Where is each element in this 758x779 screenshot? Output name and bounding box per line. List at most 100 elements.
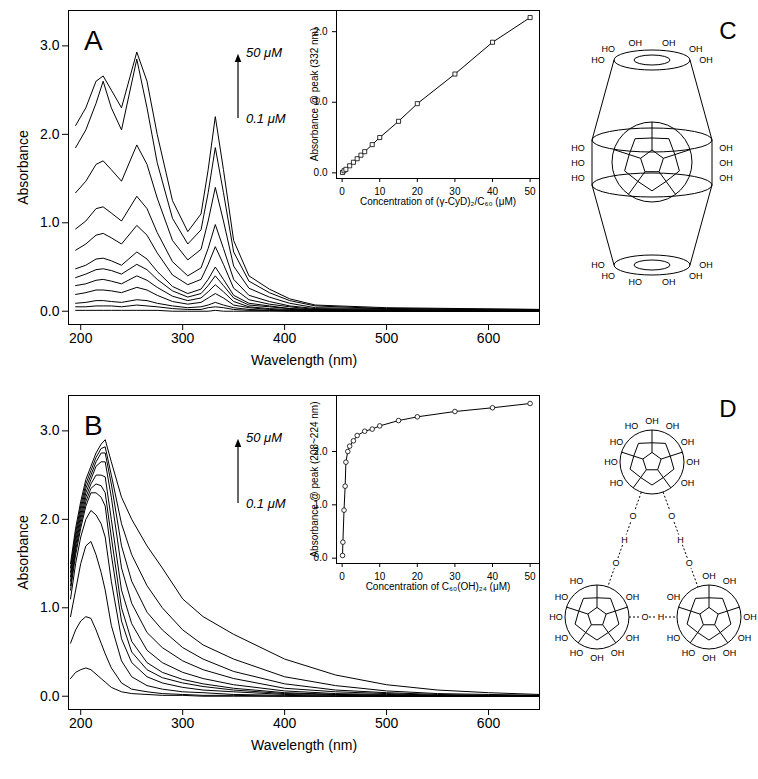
- svg-text:OH: OH: [626, 633, 640, 643]
- svg-text:200: 200: [69, 715, 93, 731]
- svg-text:Absorbance @ peak (208~224 nm): Absorbance @ peak (208~224 nm): [309, 401, 320, 557]
- svg-text:50: 50: [525, 186, 537, 197]
- svg-text:600: 600: [477, 715, 501, 731]
- svg-text:0.0: 0.0: [314, 167, 328, 178]
- svg-text:HO: HO: [549, 612, 563, 622]
- svg-text:OH: OH: [666, 421, 680, 431]
- svg-text:OH: OH: [723, 576, 737, 586]
- svg-text:30: 30: [449, 185, 461, 197]
- svg-text:D: D: [719, 395, 736, 422]
- svg-text:OH: OH: [719, 143, 733, 153]
- svg-text:50: 50: [525, 571, 537, 582]
- svg-text:C: C: [719, 17, 736, 44]
- svg-text:OH: OH: [723, 648, 737, 658]
- svg-text:HO: HO: [604, 457, 618, 467]
- svg-text:HO: HO: [629, 277, 643, 287]
- svg-text:HO: HO: [610, 437, 624, 447]
- svg-text:Concentration of C₆₀(OH)₂₄ (μM: Concentration of C₆₀(OH)₂₄ (μM): [366, 581, 511, 592]
- svg-text:3.0: 3.0: [40, 422, 60, 438]
- svg-text:0.1 μM: 0.1 μM: [246, 496, 286, 511]
- svg-text:HO: HO: [610, 478, 624, 488]
- svg-text:2.0: 2.0: [313, 445, 328, 457]
- svg-text:1.0: 1.0: [40, 214, 60, 230]
- svg-text:50 μM: 50 μM: [246, 45, 282, 60]
- svg-text:2.0: 2.0: [40, 511, 60, 527]
- svg-text:400: 400: [273, 715, 297, 731]
- svg-text:H: H: [677, 535, 684, 545]
- svg-text:300: 300: [171, 330, 195, 346]
- svg-text:0: 0: [339, 571, 345, 582]
- svg-text:0.0: 0.0: [313, 552, 328, 564]
- svg-text:Wavelength (nm): Wavelength (nm): [251, 737, 357, 753]
- svg-text:B: B: [84, 410, 103, 441]
- svg-text:A: A: [84, 25, 103, 56]
- svg-text:10: 10: [374, 185, 386, 197]
- svg-text:2.0: 2.0: [313, 25, 328, 37]
- svg-text:OH: OH: [667, 592, 681, 602]
- svg-text:O: O: [613, 558, 620, 568]
- svg-text:3.0: 3.0: [40, 37, 60, 53]
- svg-text:OH: OH: [662, 277, 676, 287]
- svg-text:1.0: 1.0: [313, 96, 328, 108]
- svg-text:HO: HO: [571, 158, 585, 168]
- svg-text:300: 300: [171, 715, 195, 731]
- svg-text:O: O: [629, 511, 636, 521]
- svg-text:OH: OH: [645, 416, 659, 426]
- svg-text:H: H: [621, 535, 628, 545]
- svg-text:Wavelength (nm): Wavelength (nm): [251, 352, 357, 368]
- svg-text:0.0: 0.0: [40, 303, 60, 319]
- svg-text:OH: OH: [702, 653, 716, 663]
- svg-text:OH: OH: [702, 571, 716, 581]
- svg-text:OH: OH: [719, 158, 733, 168]
- svg-text:O: O: [686, 558, 693, 568]
- svg-text:O: O: [641, 612, 648, 622]
- svg-text:OH: OH: [699, 55, 713, 65]
- svg-text:OH: OH: [738, 633, 752, 643]
- svg-text:OH: OH: [681, 478, 695, 488]
- svg-text:OH: OH: [743, 612, 757, 622]
- svg-text:OH: OH: [686, 457, 700, 467]
- svg-text:HO: HO: [602, 271, 616, 281]
- svg-text:500: 500: [375, 715, 399, 731]
- svg-text:OH: OH: [611, 648, 625, 658]
- svg-text:0: 0: [339, 186, 345, 197]
- svg-text:HO: HO: [591, 55, 605, 65]
- svg-text:50 μM: 50 μM: [246, 430, 282, 445]
- svg-text:20: 20: [411, 185, 423, 197]
- svg-text:200: 200: [69, 330, 93, 346]
- svg-text:600: 600: [477, 330, 501, 346]
- svg-text:OH: OH: [626, 592, 640, 602]
- svg-text:Absorbance: Absorbance: [15, 130, 31, 205]
- svg-text:HO: HO: [602, 44, 616, 54]
- svg-text:HO: HO: [682, 648, 696, 658]
- svg-text:HO: HO: [555, 592, 569, 602]
- svg-text:OH: OH: [689, 271, 703, 281]
- svg-text:400: 400: [273, 330, 297, 346]
- svg-text:OH: OH: [719, 173, 733, 183]
- svg-text:HO: HO: [571, 173, 585, 183]
- svg-text:0.0: 0.0: [40, 688, 60, 704]
- svg-text:1.0: 1.0: [40, 599, 60, 615]
- svg-text:OH: OH: [590, 653, 604, 663]
- svg-text:OH: OH: [689, 44, 703, 54]
- svg-text:HO: HO: [570, 648, 584, 658]
- svg-text:HO: HO: [667, 633, 681, 643]
- svg-text:HO: HO: [570, 576, 584, 586]
- svg-text:OH: OH: [662, 38, 676, 48]
- svg-text:H: H: [658, 612, 665, 622]
- svg-text:0.1 μM: 0.1 μM: [246, 111, 286, 126]
- svg-text:HO: HO: [555, 633, 569, 643]
- svg-text:OH: OH: [681, 437, 695, 447]
- svg-text:Absorbance: Absorbance: [15, 515, 31, 590]
- svg-text:2.0: 2.0: [40, 126, 60, 142]
- svg-text:HO: HO: [591, 260, 605, 270]
- svg-text:HO: HO: [571, 143, 585, 153]
- svg-text:40: 40: [486, 185, 499, 197]
- svg-text:OH: OH: [699, 260, 713, 270]
- svg-text:HO: HO: [625, 421, 639, 431]
- svg-text:500: 500: [375, 330, 399, 346]
- svg-text:Absorbance @ peak (332 nm): Absorbance @ peak (332 nm): [309, 28, 320, 162]
- svg-text:Concentration of (γ-CyD)₂/C₆₀: Concentration of (γ-CyD)₂/C₆₀ (μM): [360, 196, 516, 207]
- svg-text:OH: OH: [629, 38, 643, 48]
- svg-text:O: O: [668, 511, 675, 521]
